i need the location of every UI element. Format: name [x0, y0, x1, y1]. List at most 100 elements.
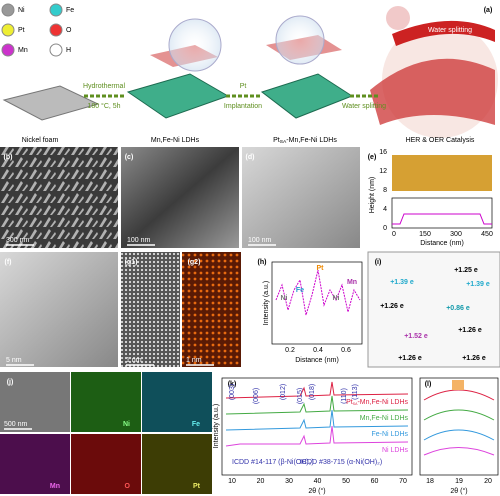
plane-label: (012) [280, 384, 287, 400]
plane-label: (006) [253, 388, 260, 404]
label: Implantation [224, 103, 262, 110]
scale-bar-label: 100 nm [248, 237, 272, 244]
panel-label: (c) [125, 154, 134, 161]
charge-label: +1.25 e [454, 267, 478, 274]
map-label: Fe [192, 421, 200, 428]
charge-label: +1.39 e [466, 281, 490, 288]
axis-label: Intensity (a.u.) [213, 404, 220, 448]
ref-label: ICDD #38-715 (α-Ni(OH)₂) [300, 459, 382, 466]
main: Pt [273, 137, 280, 144]
atom-name: Ni [18, 7, 25, 14]
map-label: Ni [123, 421, 130, 428]
ref-label: ICDD #14-117 (β-Ni(OH)₂) [232, 459, 314, 466]
panel-label: (j) [7, 379, 14, 386]
images [0, 147, 500, 494]
subscript: SA [353, 402, 358, 406]
panel-a [2, 6, 498, 138]
peak-label: Fe [296, 287, 304, 294]
scale-bar-label: 100 nm [127, 237, 151, 244]
y-tick-label: 16 [379, 149, 387, 156]
x-tick-label: 0.2 [285, 347, 295, 354]
label: Hydrothermal [83, 83, 125, 90]
panel-label: (g1) [125, 259, 138, 266]
bubble [275, 15, 325, 65]
axis-label: Intensity (a.u.) [263, 281, 270, 325]
x-tick-label: 300 [450, 231, 462, 238]
panel-label: (f) [5, 259, 12, 266]
charge-label: +0.86 e [446, 305, 470, 312]
map-label: Pt [193, 483, 201, 490]
rest: -Mn,Fe-Ni LDHs [357, 399, 408, 406]
subscript: SA [280, 139, 287, 145]
pt-ldh-block [260, 73, 354, 119]
y-tick-label: 12 [379, 168, 387, 175]
atom-swatch [1, 23, 15, 37]
panel-label: (i) [375, 259, 382, 266]
main: Pt [346, 399, 353, 406]
rest: -Mn,Fe-Ni LDHs [286, 137, 337, 144]
plane-label: (113) [352, 384, 359, 400]
panel-label: (b) [4, 154, 13, 161]
panel-label: (e) [368, 154, 377, 161]
x-tick-label: 0 [392, 231, 396, 238]
map-label: Mn [50, 483, 60, 490]
peak-label: Ni [281, 295, 288, 302]
axis-label: 2θ (°) [450, 487, 467, 495]
atom-swatch [49, 23, 63, 37]
series-label: Ni LDHs [382, 447, 409, 454]
x-tick-label: 0.6 [341, 347, 351, 354]
panel-label: (d) [246, 154, 255, 161]
panel-label: (a) [484, 7, 493, 14]
map-label: O [125, 483, 131, 490]
atom-name: O [66, 27, 72, 34]
series-label: PtSA-Mn,Fe-Ni LDHs [346, 399, 408, 406]
bubble [168, 18, 222, 72]
atom-name: H [66, 47, 71, 54]
atom-swatch [1, 3, 15, 17]
oxygen-molecule [386, 6, 410, 30]
y-tick-label: 8 [383, 187, 387, 194]
panel-label: (k) [228, 381, 237, 388]
charge-label: +1.26 e [398, 355, 422, 362]
y-tick-label: 0 [383, 225, 387, 232]
atom-swatch [49, 43, 63, 57]
charge-label: +1.39 e [390, 279, 414, 286]
charge-label: +1.26 e [462, 355, 486, 362]
label: Water splitting [342, 103, 386, 110]
banner [392, 20, 495, 46]
scale-bar-label: 5 nm [6, 357, 22, 364]
atom-name: Pt [18, 27, 25, 34]
curves [225, 213, 495, 456]
x-tick-label: 450 [481, 231, 493, 238]
x-tick-label: 50 [342, 478, 350, 485]
panel-label: (h) [258, 259, 267, 266]
x-tick-label: 60 [371, 478, 379, 485]
atom-swatch [1, 43, 15, 57]
x-tick-label: 20 [257, 478, 265, 485]
x-tick-label: 0.4 [313, 347, 323, 354]
label: Pt [240, 83, 247, 90]
charge-label: +1.26 e [458, 327, 482, 334]
plane-label: (015) [297, 388, 304, 404]
scale-bar-label: 500 nm [4, 421, 28, 428]
x-tick-label: 10 [228, 478, 236, 485]
plane-label: (018) [309, 384, 316, 400]
y-tick-label: 4 [383, 206, 387, 213]
axis-label: Height (nm) [369, 177, 376, 214]
ldh-block [126, 73, 230, 119]
charge-label: +1.26 e [380, 303, 404, 310]
scale-bar-label: 300 nm [6, 237, 30, 244]
charge-label: +1.52 e [404, 333, 428, 340]
peak-label: Mn [347, 279, 357, 286]
label: 180 °C, 5h [87, 102, 120, 110]
x-tick-label: 150 [419, 231, 431, 238]
x-tick-label: 19 [455, 478, 463, 485]
banner-text: Water splitting [428, 27, 472, 34]
plane-label: (003) [229, 384, 236, 400]
caption: HER & OER Catalysis [406, 137, 475, 144]
x-tick-label: 18 [426, 478, 434, 485]
scale-bar-label: 1 nm [186, 357, 202, 364]
caption: PtSA-Mn,Fe-Ni LDHs [273, 137, 337, 145]
caption: Nickel foam [22, 137, 59, 144]
